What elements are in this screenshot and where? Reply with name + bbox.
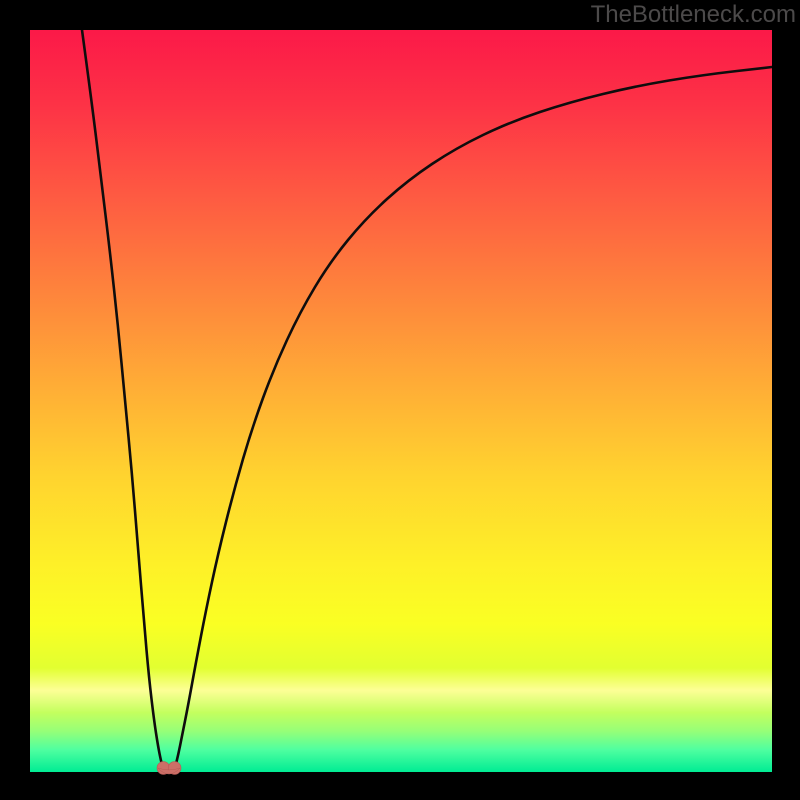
minimum-marker-icon (156, 759, 182, 779)
minimum-marker (156, 759, 182, 779)
curve-segment-1 (175, 67, 772, 768)
watermark-text: TheBottleneck.com (591, 1, 796, 29)
plot-area (30, 30, 772, 772)
curve-segment-0 (82, 30, 163, 768)
curve-layer (30, 30, 772, 772)
chart-container: TheBottleneck.com (0, 0, 800, 800)
